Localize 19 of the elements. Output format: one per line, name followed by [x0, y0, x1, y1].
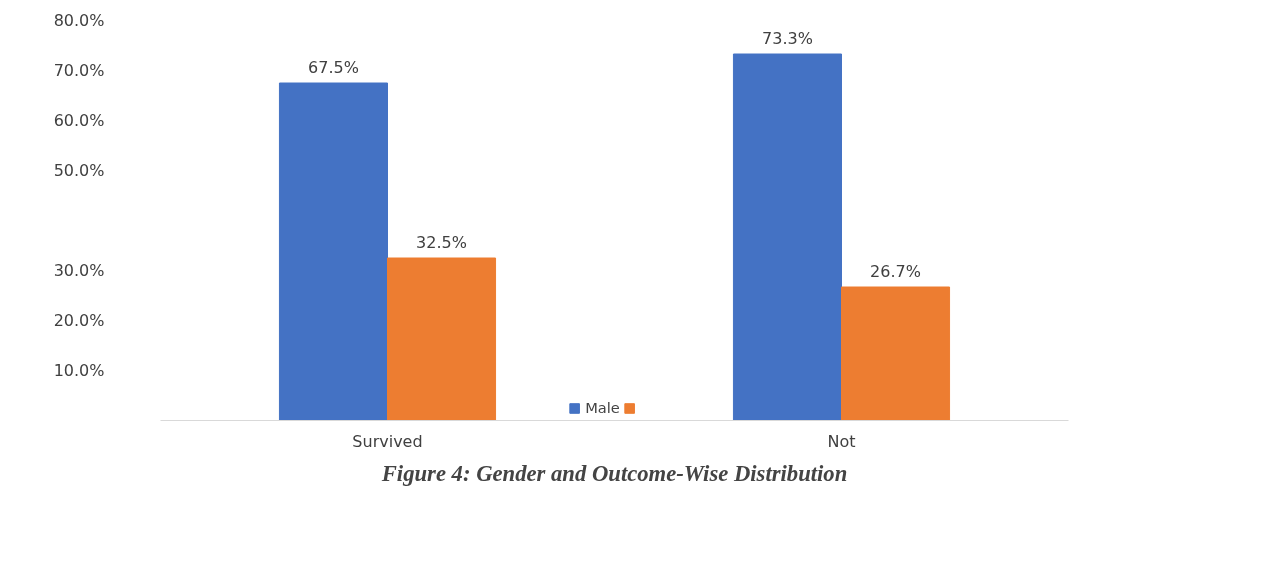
text: 67.5%: [308, 58, 359, 77]
bar: [841, 286, 951, 421]
legend-label: Male: [585, 399, 620, 416]
text: 32.5%: [416, 233, 467, 252]
x-tick-label: Survived: [352, 431, 423, 451]
y-tick-label: 10.0%: [53, 361, 105, 380]
bar: [387, 257, 497, 421]
y-tick-label: 80.0%: [53, 11, 105, 30]
bar: [278, 82, 388, 421]
text: 73.3%: [762, 29, 813, 48]
bar: [732, 53, 842, 421]
x-tick-label: Not: [827, 431, 856, 451]
text: Figure 4: Gender and Outcome-Wise Distribution: [380, 460, 848, 486]
y-tick-label: 20.0%: [53, 311, 105, 330]
y-tick-label: 30.0%: [53, 261, 105, 280]
y-tick-label: 50.0%: [53, 161, 105, 180]
y-tick-label: 60.0%: [53, 111, 105, 130]
text: 26.7%: [870, 262, 921, 281]
y-tick-label: 70.0%: [53, 61, 105, 80]
